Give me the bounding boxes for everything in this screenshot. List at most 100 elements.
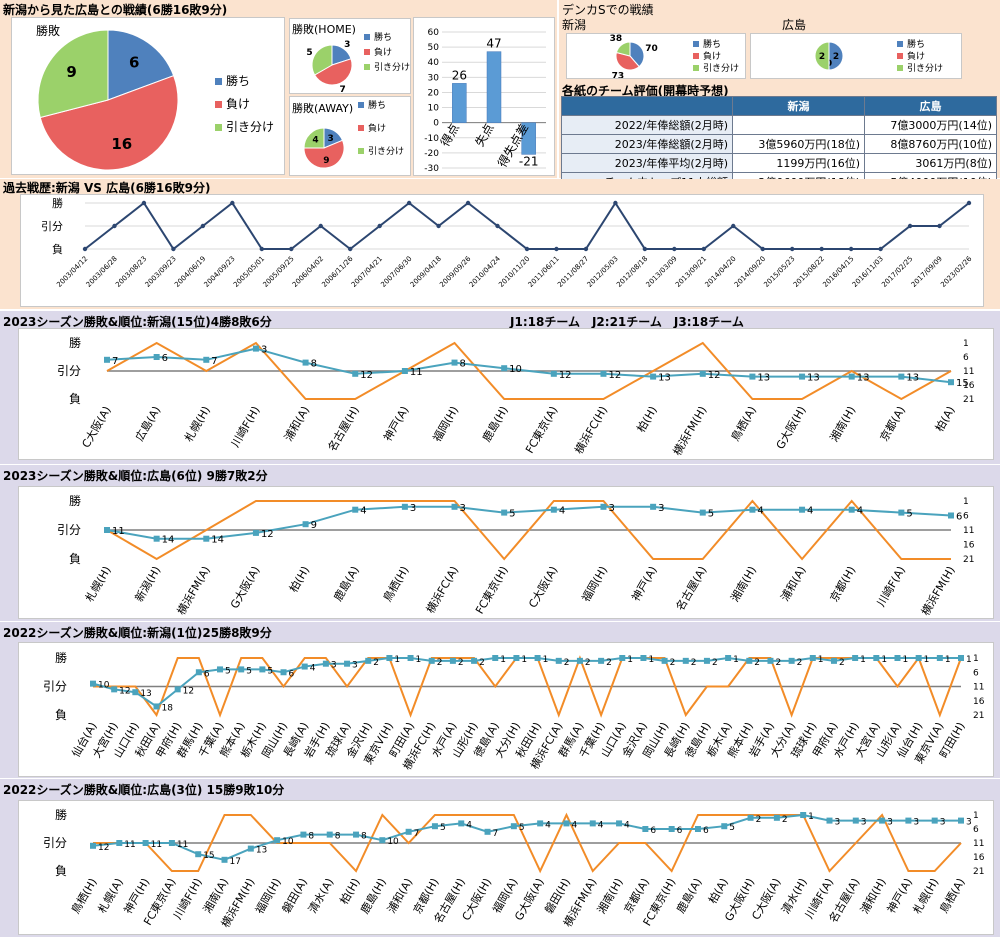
evaluation-header-niigata: 新潟 [732, 96, 865, 116]
evaluation-header-row: 新潟 広島 [561, 96, 997, 116]
legend-label: 負け [907, 50, 925, 62]
rank-data-label: 5 [246, 666, 252, 676]
rank-data-label: 12 [708, 370, 721, 381]
rank-point [958, 817, 964, 824]
rank-data-label: 13 [906, 373, 919, 384]
y-tick-label: 勝 [55, 807, 67, 822]
rank-point [274, 837, 281, 844]
rank-point [252, 529, 259, 536]
legend-swatch-負け [364, 49, 370, 55]
rank-point [247, 845, 254, 852]
x-tick-label: 神戸(A) [380, 404, 411, 444]
legend-swatch-引き分け [693, 65, 699, 71]
rank-data-label: 2 [585, 658, 591, 668]
rank-point [958, 655, 964, 661]
rank-data-label: 7 [112, 356, 118, 367]
rank-point [300, 831, 307, 838]
rank-data-label: 2 [782, 815, 788, 825]
overview-title: 新潟から見た広島との戦績(6勝16敗9分) [3, 3, 228, 17]
rank-point [898, 373, 905, 380]
pie-data-label: 73 [612, 72, 625, 78]
rank-point [221, 856, 228, 863]
legend-swatch-負け [358, 125, 364, 131]
rank-point [111, 686, 118, 693]
rank-data-label: 3 [460, 503, 466, 514]
rank-data-label: 4 [310, 664, 316, 674]
x-tick-label: 柏(A) [705, 876, 731, 906]
x-tick-label: 鹿島(H) [357, 876, 389, 917]
rank-data-label: 6 [162, 353, 168, 364]
rank-data-label: 15 [203, 851, 214, 861]
table-cell: 8億8760万円(10位) [864, 134, 997, 154]
history-point [937, 223, 942, 229]
rank-point [699, 509, 706, 516]
rank-point [668, 826, 675, 832]
rank-point [168, 840, 175, 846]
rank-point [322, 660, 329, 667]
rank-data-label: 1 [924, 655, 930, 665]
rank-tick-label: 16 [973, 853, 985, 863]
rank-point [401, 368, 408, 374]
x-tick-label: 鹿島(H) [479, 404, 511, 445]
rank-point [600, 370, 607, 377]
rank-data-label: 2 [754, 658, 760, 668]
history-point [377, 223, 382, 229]
rank-data-label: 6 [289, 669, 295, 679]
main-pie-card: 勝敗 6 16 9 勝ち 負け 引き分け [11, 17, 285, 175]
rank-data-label: 3 [940, 818, 946, 828]
rank-point [650, 373, 657, 380]
y-tick-label: 引分 [57, 364, 81, 378]
history-point [524, 246, 530, 252]
history-point [289, 246, 294, 252]
rank-tick-label: 16 [963, 541, 975, 551]
rank-point [217, 666, 224, 673]
x-tick-label: C大阪(A) [79, 404, 114, 451]
y-tick-label: 20 [428, 88, 440, 98]
rank-tick-label: 21 [963, 555, 974, 565]
y-tick-label: 引分 [43, 836, 67, 850]
table-row: 2023/年俸総額(2月時) 3億5960万円(18位) 8億8760万円(10… [561, 134, 997, 154]
rank-data-label: 1 [500, 655, 506, 665]
rank-point [510, 823, 517, 830]
y-tick-label: 引分 [43, 680, 67, 694]
season-2023-niigata-title: 2023シーズン勝敗&順位:新潟(15位)4勝8敗6分 [3, 315, 272, 329]
rank-point [799, 506, 806, 513]
rank-data-label: 18 [162, 703, 174, 713]
rank-point [800, 812, 807, 818]
season-2022-hiroshima-card: 勝引分負 1 6 11 16 21 12 鳥栖(H) 11 札幌(A) 11 神戸(H) 11 FC東京(… [18, 800, 994, 935]
rank-data-label: 3 [887, 818, 893, 828]
denka-left-card: 70 73 38 勝ち 負け 引き分け [566, 33, 746, 79]
rank-data-label: 1 [648, 655, 654, 665]
y-tick-label: 負 [55, 864, 67, 878]
rank-point [873, 655, 880, 661]
rank-tick-label: 21 [973, 711, 984, 721]
rank-data-label: 10 [282, 837, 294, 847]
rank-data-label: 2 [670, 658, 676, 668]
rank-data-label: 4 [757, 506, 763, 517]
rank-point [830, 657, 837, 664]
table-cell: 1199万円(16位) [732, 153, 865, 173]
rank-data-label: 2 [373, 658, 379, 668]
rank-data-label: 12 [98, 843, 109, 853]
rank-data-label: 4 [624, 820, 630, 830]
x-tick-label: 札幌(H) [910, 876, 942, 917]
x-tick-label: 失点 [472, 121, 497, 149]
legend-label: 負け [226, 97, 250, 111]
rank-data-label: 13 [857, 373, 870, 384]
rank-point [642, 826, 649, 832]
rank-tick-label: 16 [973, 697, 985, 707]
rank-point [826, 817, 833, 824]
rank-point [915, 655, 922, 661]
rank-point [894, 655, 901, 661]
rank-point [948, 512, 954, 519]
rank-data-label: 3 [913, 818, 919, 828]
rank-point [484, 828, 491, 835]
rank-data-label: 1 [902, 655, 908, 665]
rank-data-label: 13 [140, 689, 151, 699]
rank-data-label: 1 [627, 655, 633, 665]
rank-point [550, 370, 557, 377]
history-point [465, 200, 471, 206]
rank-point [280, 669, 287, 676]
